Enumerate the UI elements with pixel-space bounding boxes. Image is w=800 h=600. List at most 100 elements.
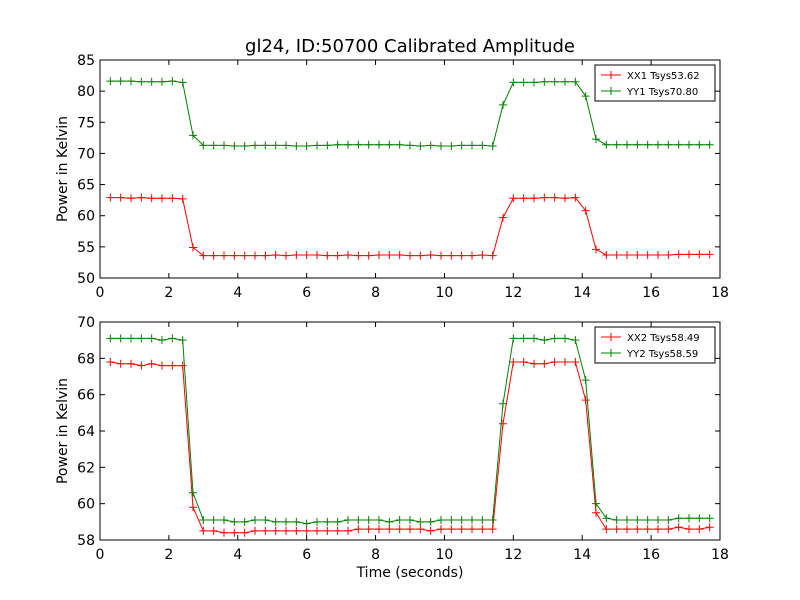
legend-marker <box>607 87 615 95</box>
legend-entry: XX1 Tsys53.62 <box>627 71 700 82</box>
data-point <box>695 525 704 534</box>
data-point <box>426 526 435 535</box>
data-point <box>550 193 559 202</box>
data-point <box>447 525 456 534</box>
data-point <box>540 359 549 368</box>
data-point <box>416 141 425 150</box>
data-point <box>385 250 394 259</box>
data-point <box>364 251 373 260</box>
data-point <box>261 516 270 525</box>
data-point <box>674 250 683 259</box>
data-point <box>633 516 642 525</box>
y-tick-label: 65 <box>77 178 95 194</box>
data-point <box>519 334 528 343</box>
data-point <box>488 525 497 534</box>
x-tick-label: 14 <box>573 285 591 301</box>
y-tick-label: 64 <box>77 424 95 440</box>
data-point <box>230 528 239 537</box>
legend-entry: YY1 Tsys70.80 <box>626 87 698 98</box>
y-tick-label: 60 <box>77 209 95 225</box>
x-tick-label: 18 <box>711 285 729 301</box>
data-point <box>437 516 445 525</box>
data-point <box>209 526 218 535</box>
data-point <box>674 140 683 149</box>
data-point <box>375 140 383 149</box>
data-point <box>592 499 600 508</box>
data-point <box>654 516 662 525</box>
data-point <box>271 141 280 150</box>
data-point <box>282 526 290 535</box>
data-point <box>137 193 146 202</box>
data-point <box>530 334 538 343</box>
data-point <box>685 514 693 523</box>
data-point <box>333 517 342 526</box>
data-point <box>571 77 580 86</box>
y-tick-label: 58 <box>77 533 95 549</box>
data-point <box>437 251 445 260</box>
data-point <box>354 251 363 260</box>
data-point <box>137 334 146 343</box>
data-point <box>313 517 321 526</box>
data-point <box>189 503 197 512</box>
x-tick-label: 8 <box>371 285 380 301</box>
data-point <box>220 516 228 525</box>
data-point <box>623 516 631 525</box>
data-point <box>705 514 714 523</box>
data-point <box>437 141 445 150</box>
data-point <box>354 140 363 149</box>
data-point <box>685 140 693 149</box>
data-point <box>478 141 487 150</box>
x-tick-label: 18 <box>711 547 729 563</box>
data-point <box>344 140 352 149</box>
data-point <box>127 194 135 203</box>
legend-entry: XX2 Tsys58.49 <box>627 333 700 344</box>
data-point <box>209 251 218 260</box>
data-point <box>147 334 156 343</box>
data-point <box>199 516 208 525</box>
y-tick-label: 50 <box>77 271 95 287</box>
data-point <box>292 526 301 535</box>
data-point <box>612 525 621 534</box>
data-point <box>292 517 301 526</box>
data-point <box>509 334 518 343</box>
data-point <box>209 516 218 525</box>
data-point <box>178 361 187 370</box>
data-point <box>499 399 507 408</box>
data-point <box>147 359 156 368</box>
data-point <box>530 194 538 203</box>
x-tick-label: 12 <box>504 547 522 563</box>
data-point <box>344 526 352 535</box>
data-point <box>664 516 673 525</box>
data-point <box>561 334 569 343</box>
data-point <box>550 334 559 343</box>
y-tick-label: 60 <box>77 497 95 513</box>
data-point <box>302 526 311 535</box>
data-point <box>323 526 332 535</box>
data-point <box>323 141 332 150</box>
data-point <box>251 251 259 260</box>
data-point <box>488 516 497 525</box>
data-point <box>685 250 693 259</box>
data-point <box>664 250 673 259</box>
data-point <box>209 141 218 150</box>
data-point <box>127 359 135 368</box>
data-point <box>654 525 662 534</box>
data-point <box>406 251 414 260</box>
data-point <box>612 140 621 149</box>
data-point <box>561 194 569 203</box>
data-point <box>437 525 445 534</box>
data-point <box>540 336 549 345</box>
data-point <box>519 194 528 203</box>
data-point <box>199 141 208 150</box>
data-point <box>592 135 600 144</box>
data-point <box>705 250 714 259</box>
x-tick-label: 4 <box>233 547 242 563</box>
data-point <box>189 488 197 497</box>
data-point <box>550 357 559 366</box>
data-point <box>116 77 125 86</box>
x-tick-label: 16 <box>642 547 660 563</box>
data-point <box>447 516 456 525</box>
y-tick-label: 75 <box>77 115 95 131</box>
